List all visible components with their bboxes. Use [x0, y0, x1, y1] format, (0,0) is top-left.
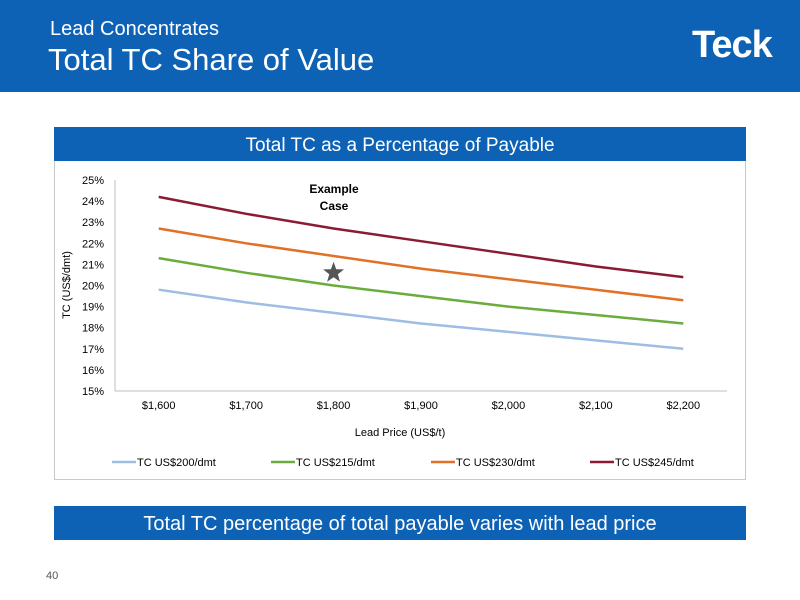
- teck-logo: Teck: [692, 24, 773, 66]
- y-tick-label: 19%: [82, 302, 104, 314]
- slide-header: Lead Concentrates Total TC Share of Valu…: [0, 0, 800, 92]
- x-tick-label: $2,100: [579, 400, 613, 412]
- star-icon: [323, 261, 344, 282]
- annotation-line2: Case: [320, 199, 349, 213]
- y-tick-label: 16%: [82, 365, 104, 377]
- y-tick-label: 20%: [82, 281, 104, 293]
- series-line-4: [158, 195, 684, 279]
- y-tick-label: 21%: [82, 259, 104, 271]
- y-tick-label: 24%: [82, 196, 104, 208]
- y-tick-label: 17%: [82, 344, 104, 356]
- x-tick-label: $2,000: [492, 400, 526, 412]
- legend-label: TC US$200/dmt: [137, 457, 216, 469]
- series-line-1: [158, 288, 684, 351]
- legend-label: TC US$215/dmt: [296, 457, 375, 469]
- y-tick-label: 22%: [82, 238, 104, 250]
- x-tick-label: $1,700: [229, 400, 263, 412]
- chart-title: Total TC as a Percentage of Payable: [54, 127, 746, 161]
- legend-label: TC US$230/dmt: [456, 457, 535, 469]
- x-tick-label: $1,600: [142, 400, 176, 412]
- y-tick-label: 25%: [82, 175, 104, 187]
- slide-subtitle: Lead Concentrates: [50, 18, 220, 40]
- x-tick-label: $1,900: [404, 400, 438, 412]
- y-tick-label: 23%: [82, 217, 104, 229]
- y-axis-title: TC (US$/dmt): [61, 251, 73, 319]
- legend-label: TC US$245/dmt: [615, 457, 694, 469]
- x-tick-label: $1,800: [317, 400, 351, 412]
- x-axis-title: Lead Price (US$/t): [355, 427, 445, 439]
- y-tick-label: 15%: [82, 386, 104, 398]
- annotation-line1: Example: [309, 182, 359, 196]
- series-line-2: [158, 256, 684, 325]
- series-line-3: [158, 227, 684, 302]
- x-tick-label: $2,200: [666, 400, 700, 412]
- slide-title: Total TC Share of Value: [48, 42, 375, 77]
- page-number: 40: [46, 570, 59, 582]
- y-tick-label: 18%: [82, 323, 104, 335]
- footer-banner: Total TC percentage of total payable var…: [54, 506, 746, 540]
